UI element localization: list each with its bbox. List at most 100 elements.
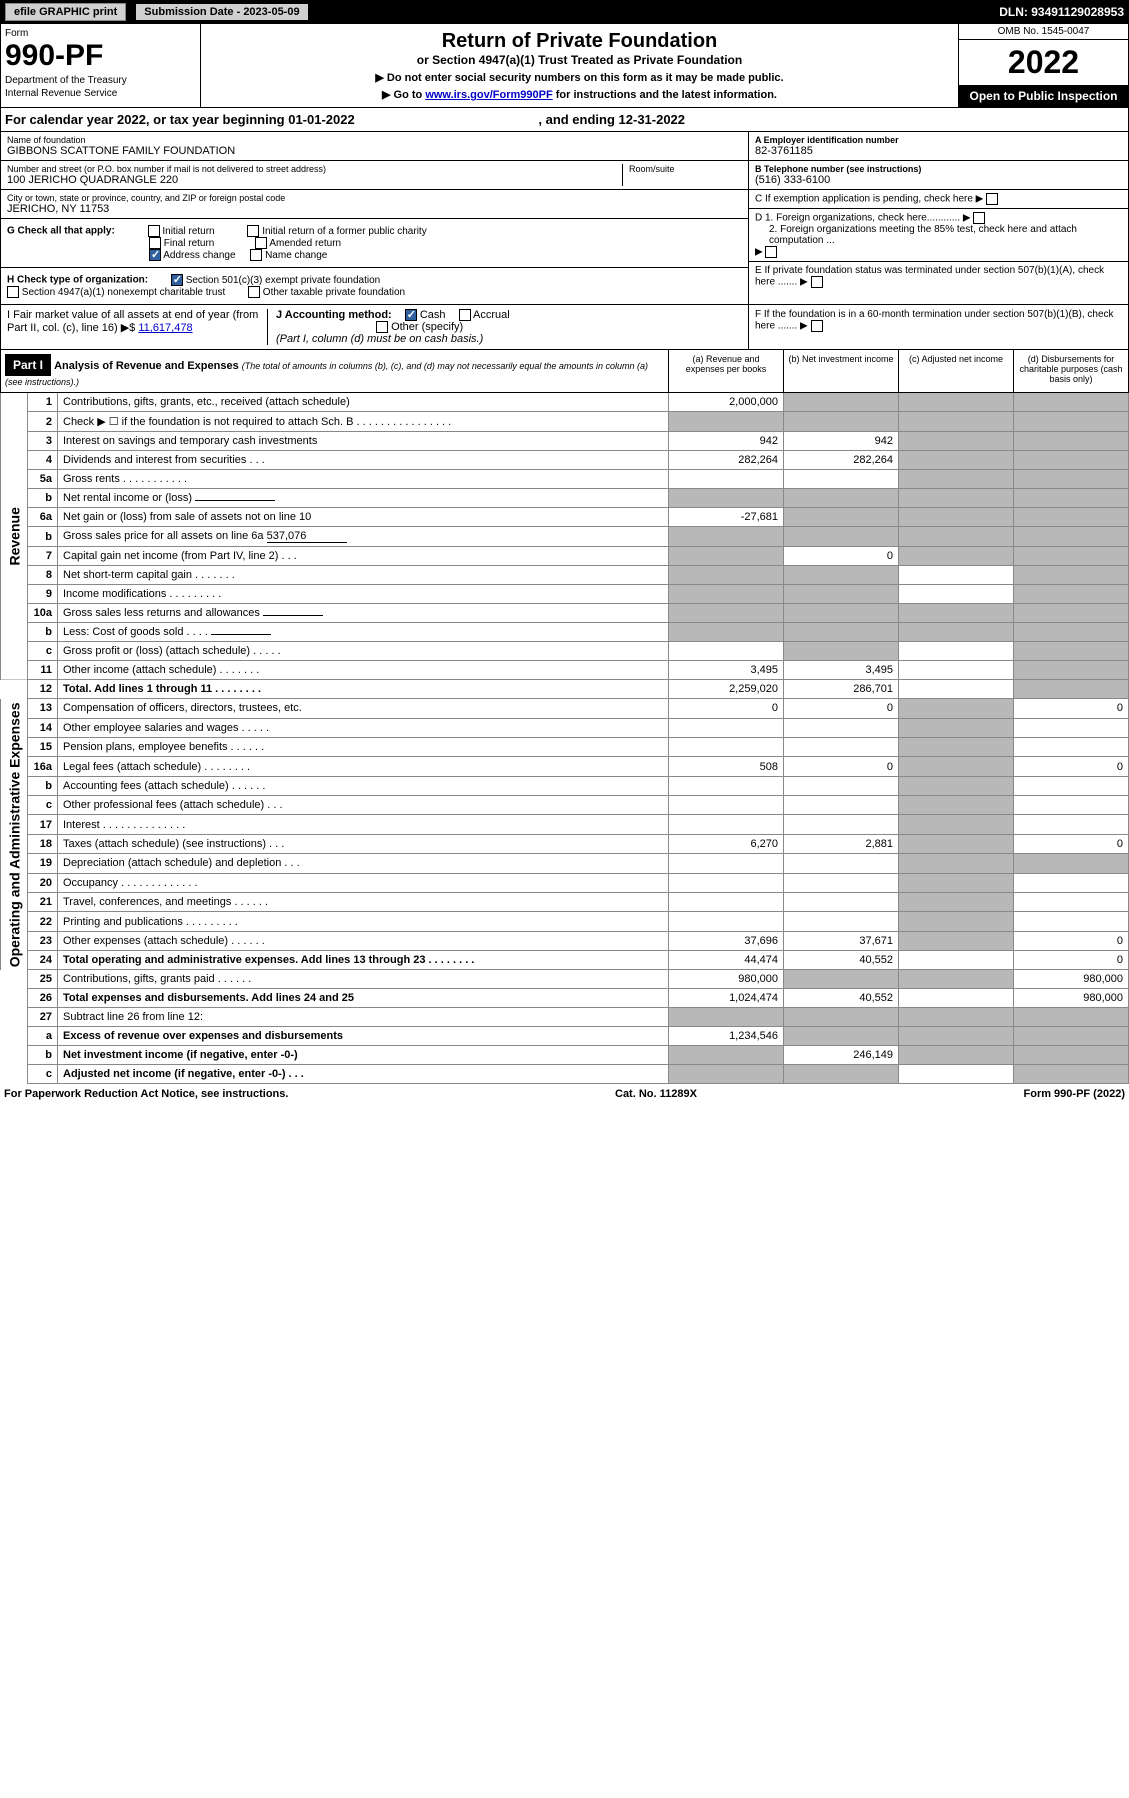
cell-b: 0 — [784, 757, 899, 776]
open-public: Open to Public Inspection — [959, 85, 1128, 107]
city: JERICHO, NY 11753 — [7, 203, 742, 215]
g-initial-pub: Initial return of a former public charit… — [262, 226, 427, 237]
cell-a: 3,495 — [669, 661, 784, 680]
desc: Check ▶ ☐ if the foundation is not requi… — [58, 412, 669, 432]
j-cash: Cash — [420, 309, 446, 321]
table-row: c Adjusted net income (if negative, ente… — [1, 1065, 1129, 1084]
cell-b: 37,671 — [784, 931, 899, 950]
c-cell: C If exemption application is pending, c… — [749, 190, 1128, 209]
cell-a: 2,259,020 — [669, 680, 784, 699]
cell-a: 1,234,546 — [669, 1027, 784, 1046]
ln: 23 — [28, 931, 58, 950]
ln: 10a — [28, 604, 58, 623]
other-taxable-checkbox[interactable] — [248, 286, 260, 298]
f-checkbox[interactable] — [811, 320, 823, 332]
i-value-link[interactable]: 11,617,478 — [138, 322, 192, 334]
name-change-checkbox[interactable] — [250, 249, 262, 261]
f-cell: F If the foundation is in a 60-month ter… — [748, 305, 1128, 349]
cell-b: 2,881 — [784, 834, 899, 853]
desc: Adjusted net income (if negative, enter … — [58, 1065, 669, 1084]
desc: Pension plans, employee benefits . . . .… — [58, 737, 669, 756]
cal-begin: For calendar year 2022, or tax year begi… — [5, 112, 355, 127]
desc: Other income (attach schedule) . . . . .… — [58, 661, 669, 680]
g-amended: Amended return — [269, 238, 341, 249]
table-row: 9 Income modifications . . . . . . . . . — [1, 585, 1129, 604]
room-label: Room/suite — [629, 164, 742, 174]
ln: 3 — [28, 432, 58, 451]
table-row: 10a Gross sales less returns and allowan… — [1, 604, 1129, 623]
city-label: City or town, state or province, country… — [7, 193, 742, 203]
cell-d: 0 — [1014, 931, 1129, 950]
initial-return-checkbox[interactable] — [148, 225, 160, 237]
ln: a — [28, 1027, 58, 1046]
ln: c — [28, 1065, 58, 1084]
table-row: a Excess of revenue over expenses and di… — [1, 1027, 1129, 1046]
table-row: 12 Total. Add lines 1 through 11 . . . .… — [1, 680, 1129, 699]
4947-checkbox[interactable] — [7, 286, 19, 298]
cell-d — [1014, 393, 1129, 412]
g-final: Final return — [164, 238, 215, 249]
cell-a: 1,024,474 — [669, 989, 784, 1008]
table-row: 20 Occupancy . . . . . . . . . . . . . — [1, 873, 1129, 892]
e-cell: E If private foundation status was termi… — [749, 262, 1128, 291]
desc: Other employee salaries and wages . . . … — [58, 718, 669, 737]
desc: Accounting fees (attach schedule) . . . … — [58, 776, 669, 795]
cell-b: 0 — [784, 699, 899, 718]
submission-date: Submission Date - 2023-05-09 — [136, 4, 307, 20]
initial-pub-checkbox[interactable] — [247, 225, 259, 237]
cell-b: 282,264 — [784, 451, 899, 470]
ln: 4 — [28, 451, 58, 470]
desc: Net rental income or (loss) — [58, 489, 669, 508]
d1-text: D 1. Foreign organizations, check here..… — [755, 213, 960, 224]
other-method-checkbox[interactable] — [376, 321, 388, 333]
gross-sales-val: 537,076 — [267, 530, 347, 543]
desc-text: Gross sales less returns and allowances — [63, 607, 260, 619]
ein-cell: A Employer identification number 82-3761… — [749, 132, 1128, 161]
phone-cell: B Telephone number (see instructions) (5… — [749, 161, 1128, 190]
form-subtitle: or Section 4947(a)(1) Trust Treated as P… — [207, 53, 952, 67]
cell-d: 0 — [1014, 834, 1129, 853]
desc: Legal fees (attach schedule) . . . . . .… — [58, 757, 669, 776]
addr-change-checkbox[interactable] — [149, 249, 161, 261]
ln: b — [28, 1046, 58, 1065]
d1-checkbox[interactable] — [973, 212, 985, 224]
table-row: 18 Taxes (attach schedule) (see instruct… — [1, 834, 1129, 853]
form-header: Form 990-PF Department of the Treasury I… — [0, 24, 1129, 108]
cell-d: 980,000 — [1014, 989, 1129, 1008]
cell-b: 942 — [784, 432, 899, 451]
desc: Taxes (attach schedule) (see instruction… — [58, 834, 669, 853]
desc: Depreciation (attach schedule) and deple… — [58, 854, 669, 873]
note-ssn: ▶ Do not enter social security numbers o… — [207, 71, 952, 84]
cell-a: 6,270 — [669, 834, 784, 853]
cash-checkbox[interactable] — [405, 309, 417, 321]
efile-print-button[interactable]: efile GRAPHIC print — [5, 3, 126, 21]
cell-a: -27,681 — [669, 508, 784, 527]
table-row: 22 Printing and publications . . . . . .… — [1, 912, 1129, 931]
table-row: 6a Net gain or (loss) from sale of asset… — [1, 508, 1129, 527]
amended-checkbox[interactable] — [255, 237, 267, 249]
part1-title: Analysis of Revenue and Expenses — [54, 360, 239, 372]
table-row: 4 Dividends and interest from securities… — [1, 451, 1129, 470]
table-row: c Gross profit or (loss) (attach schedul… — [1, 642, 1129, 661]
cell-a: 282,264 — [669, 451, 784, 470]
desc: Excess of revenue over expenses and disb… — [58, 1027, 669, 1046]
note2-suffix: for instructions and the latest informat… — [553, 89, 777, 101]
501c3-checkbox[interactable] — [171, 274, 183, 286]
ln: 17 — [28, 815, 58, 834]
table-row: b Net rental income or (loss) — [1, 489, 1129, 508]
e-checkbox[interactable] — [811, 276, 823, 288]
header-left: Form 990-PF Department of the Treasury I… — [1, 24, 201, 107]
ln: c — [28, 642, 58, 661]
expenses-sidelabel: Operating and Administrative Expenses — [1, 699, 28, 970]
desc: Compensation of officers, directors, tru… — [58, 699, 669, 718]
accrual-checkbox[interactable] — [459, 309, 471, 321]
irs-link[interactable]: www.irs.gov/Form990PF — [425, 89, 552, 101]
header-center: Return of Private Foundation or Section … — [201, 24, 958, 107]
d2-checkbox[interactable] — [765, 246, 777, 258]
c-checkbox[interactable] — [986, 193, 998, 205]
desc: Net short-term capital gain . . . . . . … — [58, 566, 669, 585]
ln: 19 — [28, 854, 58, 873]
ln: 2 — [28, 412, 58, 432]
table-row: b Net investment income (if negative, en… — [1, 1046, 1129, 1065]
desc: Gross rents . . . . . . . . . . . — [58, 470, 669, 489]
